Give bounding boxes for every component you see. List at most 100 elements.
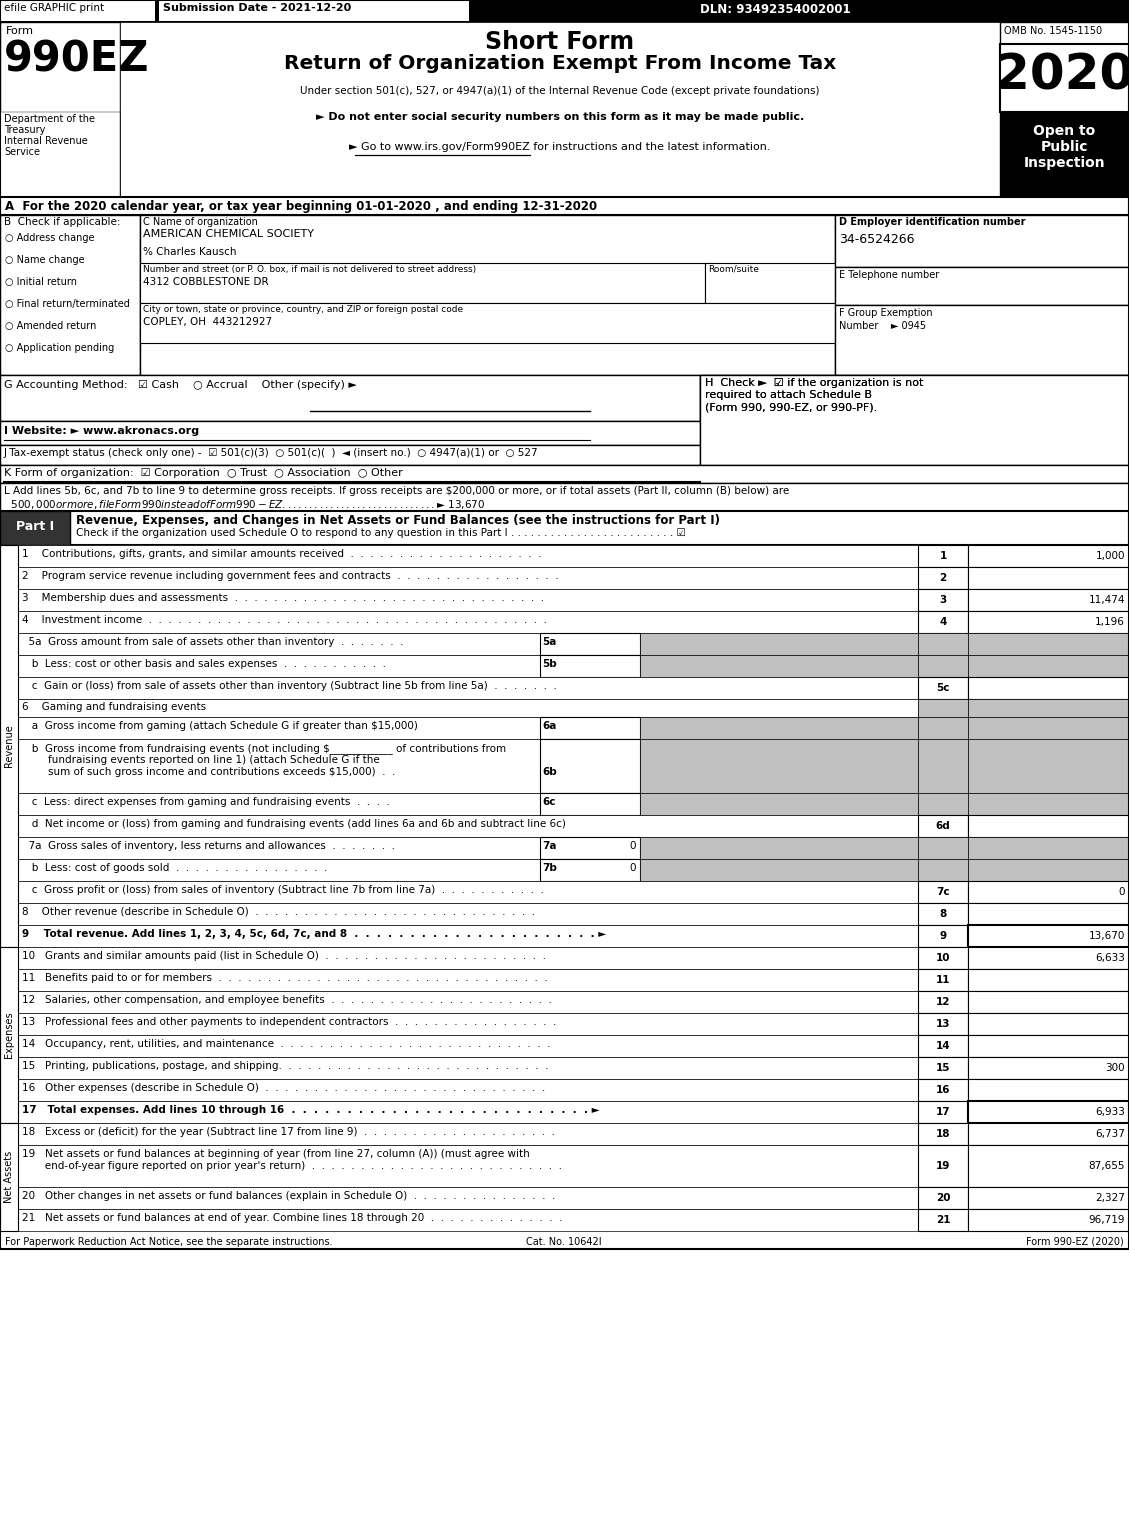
Text: 6a: 6a: [542, 721, 557, 730]
Text: 17   Total expenses. Add lines 10 through 16  .  .  .  .  .  .  .  .  .  .  .  .: 17 Total expenses. Add lines 10 through …: [21, 1106, 599, 1115]
Text: b  Less: cost or other basis and sales expenses  .  .  .  .  .  .  .  .  .  .  .: b Less: cost or other basis and sales ex…: [21, 659, 386, 669]
Text: 2,327: 2,327: [1095, 1193, 1124, 1203]
Text: required to attach Schedule B: required to attach Schedule B: [704, 390, 872, 400]
Text: fundraising events reported on line 1) (attach Schedule G if the: fundraising events reported on line 1) (…: [21, 755, 379, 766]
Bar: [0, 111, 120, 197]
Bar: [540, 793, 640, 814]
Text: 11   Benefits paid to or for members  .  .  .  .  .  .  .  .  .  .  .  .  .  .  : 11 Benefits paid to or for members . . .…: [21, 973, 548, 984]
Text: 5b: 5b: [542, 659, 557, 669]
Bar: [918, 881, 968, 903]
Bar: [968, 1035, 1129, 1057]
Bar: [18, 991, 918, 1013]
Bar: [18, 677, 918, 698]
Text: 1: 1: [939, 551, 946, 561]
Text: 21: 21: [936, 1215, 951, 1225]
Bar: [18, 903, 918, 926]
Bar: [918, 1080, 968, 1101]
Text: 2    Program service revenue including government fees and contracts  .  .  .  .: 2 Program service revenue including gove…: [21, 570, 559, 581]
Bar: [835, 215, 1129, 267]
Text: Cat. No. 10642I: Cat. No. 10642I: [526, 1237, 602, 1247]
Text: Room/suite: Room/suite: [708, 265, 759, 274]
Bar: [0, 511, 70, 544]
Bar: [0, 483, 1129, 511]
Text: Service: Service: [5, 146, 40, 157]
Bar: [0, 445, 700, 465]
Text: 300: 300: [1105, 1063, 1124, 1074]
Text: 34-6524266: 34-6524266: [839, 233, 914, 246]
Bar: [918, 1101, 968, 1122]
Bar: [918, 656, 968, 677]
Bar: [640, 793, 918, 814]
Text: 15   Printing, publications, postage, and shipping.  .  .  .  .  .  .  .  .  .  : 15 Printing, publications, postage, and …: [21, 1061, 549, 1071]
Text: 11: 11: [936, 974, 951, 985]
Text: 4312 COBBLESTONE DR: 4312 COBBLESTONE DR: [143, 278, 269, 287]
Text: end-of-year figure reported on prior year's return)  .  .  .  .  .  .  .  .  .  : end-of-year figure reported on prior yea…: [21, 1161, 562, 1171]
Text: 21   Net assets or fund balances at end of year. Combine lines 18 through 20  . : 21 Net assets or fund balances at end of…: [21, 1212, 562, 1223]
Text: 87,655: 87,655: [1088, 1161, 1124, 1171]
Text: 12   Salaries, other compensation, and employee benefits  .  .  .  .  .  .  .  .: 12 Salaries, other compensation, and emp…: [21, 994, 552, 1005]
Bar: [0, 375, 700, 421]
Text: 6    Gaming and fundraising events: 6 Gaming and fundraising events: [21, 702, 207, 712]
Bar: [918, 837, 968, 859]
Bar: [918, 1057, 968, 1080]
Bar: [18, 1209, 918, 1231]
Bar: [0, 947, 18, 1122]
Text: Number    ► 0945: Number ► 0945: [839, 320, 926, 331]
Bar: [18, 926, 918, 947]
Bar: [157, 2, 159, 21]
Bar: [18, 544, 918, 567]
Text: 2020: 2020: [995, 52, 1129, 101]
Text: Short Form: Short Form: [485, 30, 634, 53]
Text: $500,000 or more, file Form 990 instead of Form 990-EZ . . . . . . . . . . . . .: $500,000 or more, file Form 990 instead …: [5, 499, 485, 511]
Text: 0: 0: [630, 840, 636, 851]
Bar: [968, 837, 1129, 859]
Bar: [968, 926, 1129, 947]
Bar: [968, 612, 1129, 633]
Text: ○ Final return/terminated: ○ Final return/terminated: [5, 299, 130, 310]
Bar: [968, 793, 1129, 814]
Text: B  Check if applicable:: B Check if applicable:: [5, 217, 121, 227]
Text: 6d: 6d: [936, 820, 951, 831]
Bar: [968, 1186, 1129, 1209]
Bar: [18, 859, 540, 881]
Text: Department of the: Department of the: [5, 114, 95, 124]
Text: (Form 990, 990-EZ, or 990-PF).: (Form 990, 990-EZ, or 990-PF).: [704, 403, 877, 412]
Text: c  Gross profit or (loss) from sales of inventory (Subtract line 7b from line 7a: c Gross profit or (loss) from sales of i…: [21, 884, 544, 895]
Bar: [968, 633, 1129, 656]
Bar: [968, 881, 1129, 903]
Text: 16: 16: [936, 1084, 951, 1095]
Text: I Website: ► www.akronacs.org: I Website: ► www.akronacs.org: [5, 425, 199, 436]
Bar: [968, 991, 1129, 1013]
Bar: [18, 1101, 918, 1122]
Bar: [18, 1186, 918, 1209]
Text: ○ Application pending: ○ Application pending: [5, 343, 114, 352]
Text: 19   Net assets or fund balances at beginning of year (from line 27, column (A)): 19 Net assets or fund balances at beginn…: [21, 1148, 530, 1159]
Text: c  Less: direct expenses from gaming and fundraising events  .  .  .  .: c Less: direct expenses from gaming and …: [21, 798, 390, 807]
Bar: [0, 0, 1129, 1249]
Text: OMB No. 1545-1150: OMB No. 1545-1150: [1004, 26, 1102, 37]
Text: K Form of organization:  ☑ Corporation  ○ Trust  ○ Association  ○ Other: K Form of organization: ☑ Corporation ○ …: [5, 468, 403, 477]
Text: 10: 10: [936, 953, 951, 962]
Bar: [18, 656, 540, 677]
Bar: [968, 656, 1129, 677]
Bar: [140, 303, 835, 343]
Text: required to attach Schedule B: required to attach Schedule B: [704, 390, 872, 400]
Text: 15: 15: [936, 1063, 951, 1074]
Bar: [968, 567, 1129, 589]
Bar: [968, 1122, 1129, 1145]
Bar: [918, 567, 968, 589]
Bar: [0, 215, 140, 375]
Bar: [540, 656, 640, 677]
Bar: [918, 740, 968, 793]
Text: Submission Date - 2021-12-20: Submission Date - 2021-12-20: [163, 3, 351, 14]
Bar: [968, 859, 1129, 881]
Text: Number and street (or P. O. box, if mail is not delivered to street address): Number and street (or P. O. box, if mail…: [143, 265, 476, 274]
Text: G Accounting Method:   ☑ Cash    ○ Accrual    Other (specify) ►: G Accounting Method: ☑ Cash ○ Accrual Ot…: [5, 380, 357, 390]
Bar: [540, 859, 640, 881]
Text: 0: 0: [630, 863, 636, 872]
Bar: [159, 2, 469, 21]
Bar: [918, 633, 968, 656]
Text: efile GRAPHIC print: efile GRAPHIC print: [5, 3, 104, 14]
Text: 3: 3: [939, 595, 946, 605]
Bar: [918, 1035, 968, 1057]
